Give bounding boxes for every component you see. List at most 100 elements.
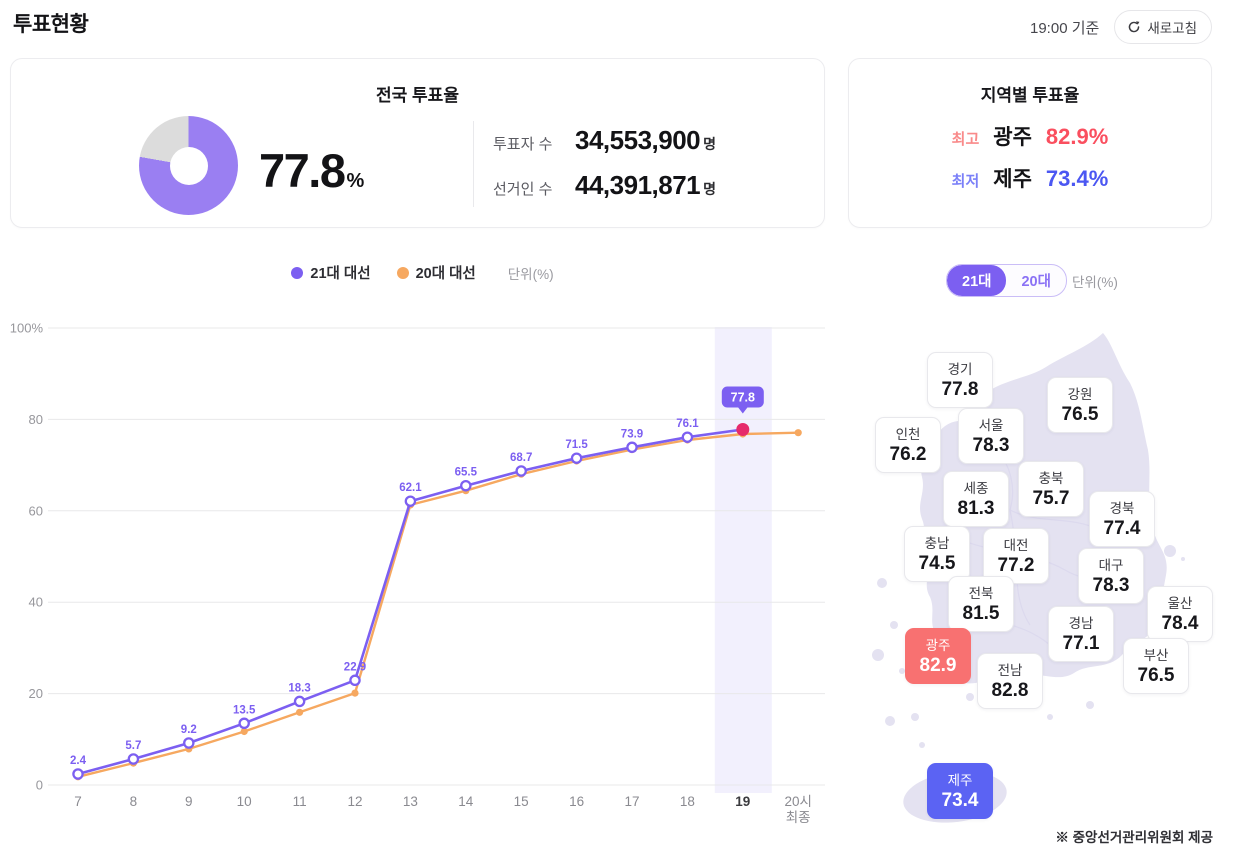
svg-text:40: 40 xyxy=(29,595,43,610)
point-label: 73.9 xyxy=(621,428,643,440)
map-region-busan: 부산 76.5 xyxy=(1123,638,1189,694)
electorate-suffix: 명 xyxy=(703,181,717,197)
map-region-sejong: 세종 81.3 xyxy=(943,471,1009,527)
svg-text:11: 11 xyxy=(293,794,307,809)
map-region-chungbuk: 충북 75.7 xyxy=(1018,461,1084,517)
map-region-incheon: 인천 76.2 xyxy=(875,417,941,473)
region-name: 경북 xyxy=(1109,501,1135,516)
voters-suffix: 명 xyxy=(703,136,717,152)
donut-hole xyxy=(169,146,208,185)
electorate-value: 44,391,871 xyxy=(575,170,701,200)
svg-text:15: 15 xyxy=(514,794,529,809)
point-label: 71.5 xyxy=(565,439,588,451)
map-region-gyeonggi: 경기 77.8 xyxy=(927,352,993,408)
attribution: ※ 중앙선거관리위원회 제공 xyxy=(1055,830,1213,845)
series-20th-point xyxy=(296,708,304,716)
series-21st-point[interactable] xyxy=(515,465,527,477)
refresh-button[interactable]: 새로고침 xyxy=(1114,10,1212,44)
card-divider xyxy=(473,121,474,207)
region-value: 82.9 xyxy=(919,655,957,676)
series-21st-point[interactable] xyxy=(127,753,140,765)
region-value: 78.3 xyxy=(1092,575,1130,596)
region-value: 82.8 xyxy=(991,680,1029,701)
national-percent-value: 77.8 xyxy=(259,144,346,197)
region-name: 광주 xyxy=(925,638,951,653)
svg-text:16: 16 xyxy=(569,794,584,809)
national-percent-unit: % xyxy=(346,170,365,192)
map-panel: 21대 20대 단위(%) 경기 77.8 강원 76.5 서울 78.3 인천 76.2 충북… xyxy=(848,250,1249,865)
svg-text:80: 80 xyxy=(29,412,43,427)
current-badge-label: 77.8 xyxy=(731,391,755,405)
region-value: 75.7 xyxy=(1032,488,1070,509)
point-label: 9.2 xyxy=(181,724,197,736)
refresh-icon xyxy=(1127,20,1141,34)
election-toggle: 21대 20대 xyxy=(946,264,1067,297)
region-value: 76.5 xyxy=(1061,404,1099,425)
national-turnout-card: 전국 투표율 77.8 % 투표자 수 34,553,900 명 선거인 수 4… xyxy=(10,58,825,228)
current-point[interactable] xyxy=(736,423,750,436)
point-label: 68.7 xyxy=(510,452,532,464)
point-label: 65.5 xyxy=(455,467,478,479)
map-unit-label: 단위(%) xyxy=(1072,275,1118,290)
toggle-20th[interactable]: 20대 xyxy=(1021,274,1051,290)
region-value: 81.5 xyxy=(962,603,1000,624)
region-name: 울산 xyxy=(1167,596,1193,611)
svg-text:100%: 100% xyxy=(10,321,43,336)
regional-card-title: 지역별 투표율 xyxy=(980,86,1080,105)
current-badge-arrow xyxy=(737,407,748,414)
svg-text:18: 18 xyxy=(680,794,695,809)
region-name: 전북 xyxy=(968,586,994,601)
series-21st-point[interactable] xyxy=(183,737,195,749)
region-value: 73.4 xyxy=(941,790,979,811)
region-value: 78.3 xyxy=(972,435,1010,456)
highest-region-name: 광주 xyxy=(993,126,1032,149)
highest-region-value: 82.9% xyxy=(1045,124,1109,149)
point-label: 62.1 xyxy=(399,482,422,494)
region-value: 74.5 xyxy=(918,553,956,574)
svg-text:8: 8 xyxy=(130,794,138,809)
legend-dot-1 xyxy=(396,266,409,279)
region-name: 경기 xyxy=(947,362,973,377)
series-21st-point[interactable] xyxy=(238,717,250,730)
series-21st-point[interactable] xyxy=(349,674,361,687)
svg-text:9: 9 xyxy=(185,794,193,809)
region-name: 인천 xyxy=(895,427,921,442)
svg-text:13: 13 xyxy=(403,794,418,809)
map-region-daegu: 대구 78.3 xyxy=(1078,548,1144,604)
toggle-21st[interactable]: 21대 xyxy=(947,265,1007,296)
lowest-region-value: 73.4% xyxy=(1045,166,1109,191)
timestamp: 19:00 기준 xyxy=(1030,19,1100,37)
map-region-gangwon: 강원 76.5 xyxy=(1047,377,1113,433)
map-region-gwangju: 광주 82.9 xyxy=(905,628,971,684)
map-region-jeonbuk: 전북 81.5 xyxy=(948,576,1014,632)
legend-item-0[interactable]: 21대 대선 xyxy=(291,262,371,283)
series-21st-point[interactable] xyxy=(460,479,472,492)
point-label: 13.5 xyxy=(233,704,256,716)
series-20th-point xyxy=(351,689,359,697)
series-21st-point[interactable] xyxy=(570,452,583,464)
current-badge xyxy=(721,386,764,408)
turnout-line-chart: 0 20 40 60 80 100% 7 8 9 10 11 12 13 14 15 16 17 18 19 20시 최… xyxy=(10,315,835,845)
electorate-row: 선거인 수 44,391,871 명 xyxy=(493,170,716,201)
region-name: 전남 xyxy=(997,663,1023,678)
legend-label-1: 20대 대선 xyxy=(415,266,476,282)
series-21st-point[interactable] xyxy=(681,431,694,443)
svg-text:12: 12 xyxy=(347,794,362,809)
svg-text:19: 19 xyxy=(735,794,750,809)
lowest-label: 최저 xyxy=(951,173,980,190)
series-21st-point[interactable] xyxy=(404,495,417,507)
region-name: 세종 xyxy=(963,481,989,496)
region-value: 77.2 xyxy=(997,555,1035,576)
series-21st-point[interactable] xyxy=(626,441,638,454)
region-name: 강원 xyxy=(1067,387,1093,402)
region-value: 77.4 xyxy=(1103,518,1141,539)
svg-text:17: 17 xyxy=(624,794,639,809)
map-region-seoul: 서울 78.3 xyxy=(958,408,1024,464)
series-21st-point[interactable] xyxy=(293,695,306,708)
legend-item-1[interactable]: 20대 대선 xyxy=(396,262,476,283)
series-20th-line xyxy=(77,431,799,778)
point-label: 22.9 xyxy=(344,661,366,673)
region-name: 충북 xyxy=(1038,471,1064,486)
series-21st-point[interactable] xyxy=(72,768,84,780)
